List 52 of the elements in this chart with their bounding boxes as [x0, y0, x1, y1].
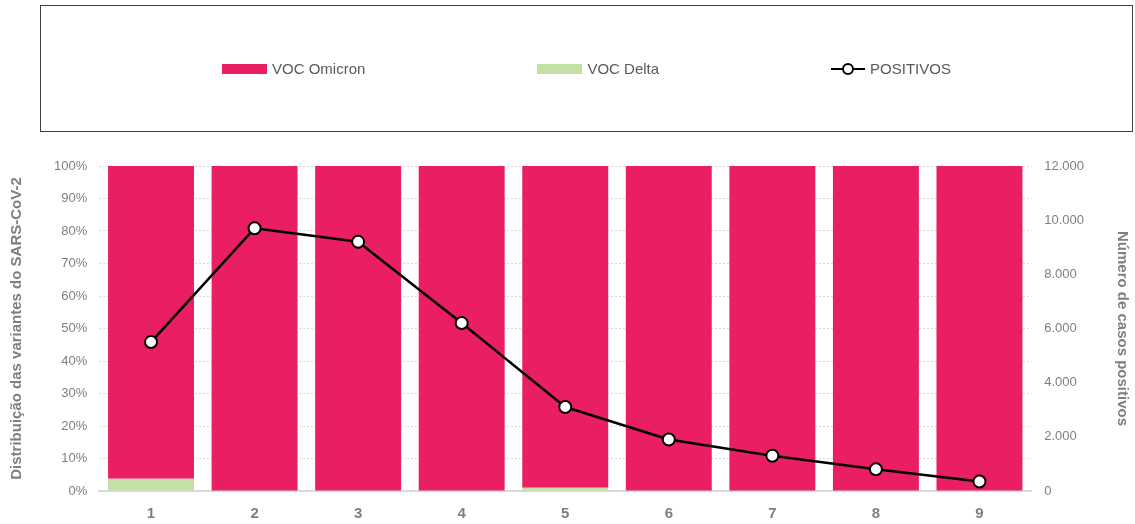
x-tick-label: 3 — [353, 504, 363, 522]
bar — [832, 166, 919, 491]
x-tick-label: 9 — [975, 504, 984, 522]
bar — [418, 166, 505, 491]
y-tick-label: 50% — [61, 320, 88, 336]
y2-tick-label: 0 — [1044, 482, 1052, 498]
x-tick-label: 2 — [250, 504, 259, 522]
y-tick-label: 40% — [61, 352, 88, 368]
point — [765, 448, 780, 463]
x-tick-label: 8 — [871, 504, 881, 522]
point — [351, 234, 366, 249]
point — [972, 474, 987, 489]
y-tick-label: 60% — [61, 287, 88, 303]
y2-tick-label: 4.000 — [1044, 374, 1077, 390]
x-tick-label: 6 — [664, 504, 673, 522]
point — [558, 400, 573, 415]
point — [454, 316, 469, 331]
bar — [522, 166, 609, 488]
bar — [108, 166, 194, 479]
y-tick-label: 30% — [61, 385, 88, 401]
y-tick-label: 70% — [61, 255, 88, 271]
y-tick-label: 80% — [61, 222, 88, 238]
x-tick-label: 7 — [768, 504, 777, 522]
point — [661, 432, 676, 447]
y2-tick-label: 2.000 — [1044, 428, 1077, 444]
y2-tick-label: 8.000 — [1044, 265, 1077, 281]
y-tick-label: 10% — [61, 450, 88, 466]
y-tick-label: 90% — [61, 190, 88, 206]
bar — [211, 166, 298, 491]
y-axis-title: Distribuição das variantes do SARS-CoV-2 — [7, 177, 25, 480]
x-tick-label: 1 — [146, 504, 156, 522]
y-tick-label: 20% — [61, 417, 88, 433]
y2-tick-label: 6.000 — [1044, 320, 1077, 336]
y-tick-label: 100% — [54, 157, 88, 173]
legend-label: VOC Omicron — [272, 60, 366, 77]
legend-label: VOC Delta — [587, 60, 660, 77]
bar — [108, 478, 194, 491]
bar — [522, 487, 609, 491]
bar — [936, 166, 1023, 491]
point — [144, 335, 159, 350]
y-tick-label: 0% — [68, 482, 88, 498]
bar — [315, 166, 402, 491]
x-tick-label: 4 — [457, 504, 467, 522]
point — [868, 462, 883, 477]
point — [247, 221, 262, 236]
x-tick-label: 5 — [561, 504, 570, 522]
legend-label: POSITIVOS — [870, 60, 951, 77]
bar — [625, 166, 712, 491]
y2-axis-title: Número de casos positivos — [1114, 230, 1132, 427]
y2-tick-label: 12.000 — [1044, 157, 1084, 173]
bar — [729, 166, 816, 491]
y2-tick-label: 10.000 — [1044, 211, 1084, 227]
